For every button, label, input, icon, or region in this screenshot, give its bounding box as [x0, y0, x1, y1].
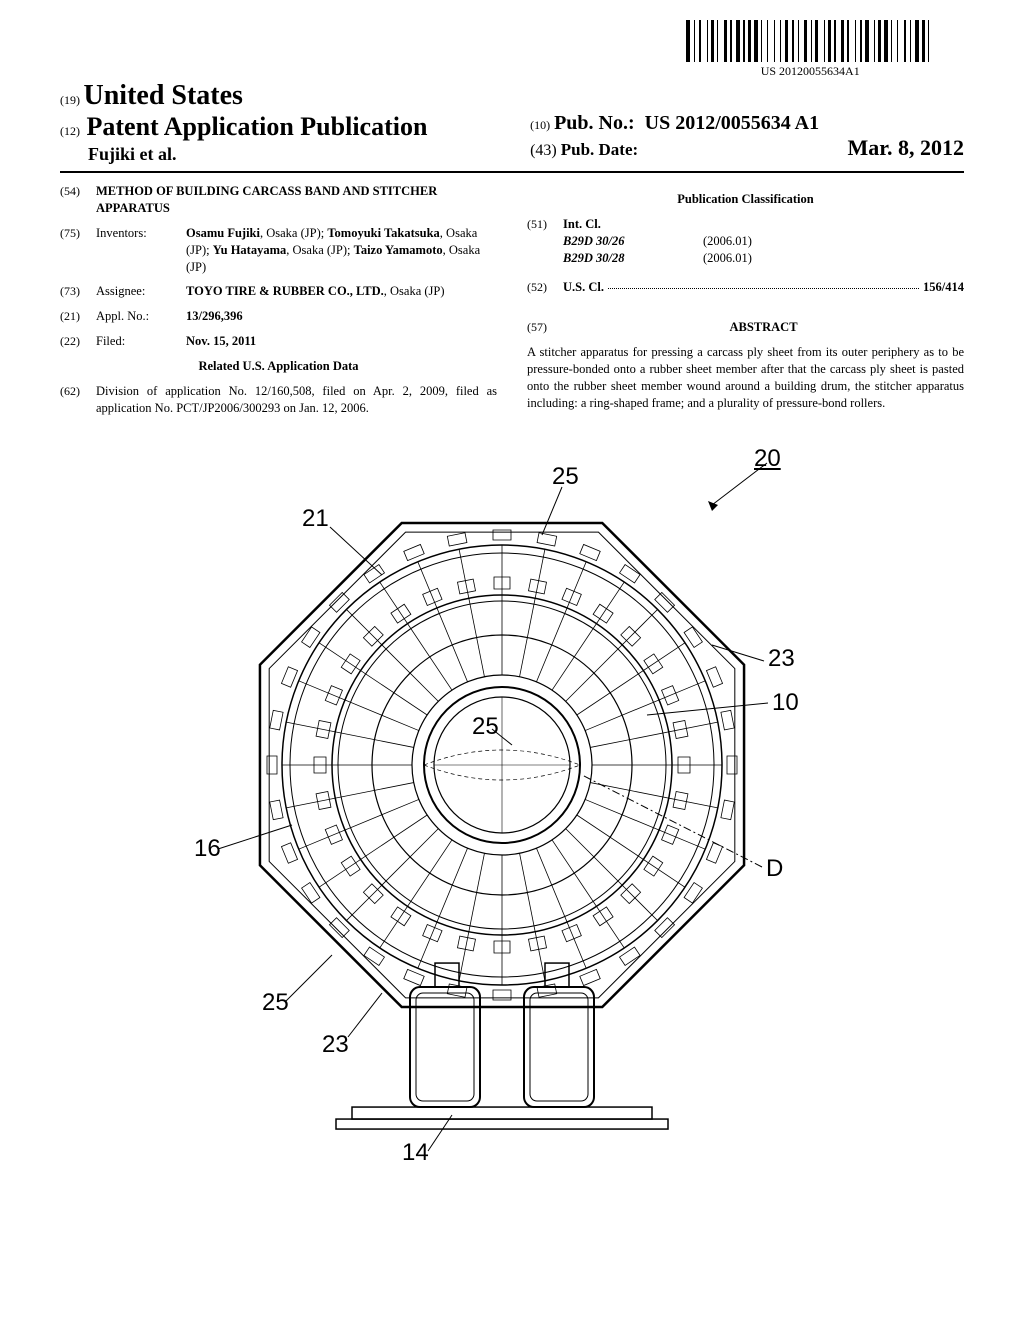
pubno-label: Pub. No.:	[554, 112, 635, 134]
f22-val: Nov. 15, 2011	[186, 333, 497, 350]
pubdate-label: Pub. Date:	[561, 140, 638, 159]
abstract-text: A stitcher apparatus for pressing a carc…	[527, 344, 964, 412]
field-52: (52) U.S. Cl. 156/414	[527, 279, 964, 296]
f62-val: Division of application No. 12/160,508, …	[96, 383, 497, 417]
country: United States	[84, 80, 243, 111]
figure-label: 25	[262, 989, 289, 1017]
field-51: (51) Int. Cl. B29D 30/26(2006.01)B29D 30…	[527, 216, 964, 267]
field-21: (21) Appl. No.: 13/296,396	[60, 308, 497, 325]
pub-title: Patent Application Publication	[87, 112, 428, 141]
f51-label: Int. Cl.	[563, 216, 964, 233]
f54-val: METHOD OF BUILDING CARCASS BAND AND STIT…	[96, 183, 497, 217]
pub-num: (12)	[60, 124, 80, 138]
field-22: (22) Filed: Nov. 15, 2011	[60, 333, 497, 350]
uscl-dots	[608, 279, 919, 289]
intcl-code: B29D 30/26	[563, 233, 703, 250]
figure-label: 14	[402, 1139, 429, 1167]
intcl-code: B29D 30/28	[563, 250, 703, 267]
f21-num: (21)	[60, 308, 96, 325]
barcode	[686, 20, 934, 62]
f73-num: (73)	[60, 283, 96, 300]
authors: Fujiki et al.	[60, 144, 530, 165]
f54-num: (54)	[60, 183, 96, 217]
barcode-region: US 20120055634A1	[686, 20, 934, 79]
f57-num: (57)	[527, 319, 563, 336]
f75-num: (75)	[60, 225, 96, 276]
f73-label: Assignee:	[96, 283, 186, 300]
f21-val: 13/296,396	[186, 308, 497, 325]
figure-svg	[152, 445, 872, 1205]
figure-label: 23	[768, 645, 795, 673]
pubdate-row: (43) Pub. Date: Mar. 8, 2012	[530, 135, 964, 161]
left-column: (54) METHOD OF BUILDING CARCASS BAND AND…	[60, 183, 497, 425]
figure-label: 25	[552, 463, 579, 491]
related-head: Related U.S. Application Data	[60, 358, 497, 375]
country-num: (19)	[60, 93, 80, 107]
intcl-version: (2006.01)	[703, 250, 752, 267]
figure-label: D	[766, 855, 783, 883]
f73-val: TOYO TIRE & RUBBER CO., LTD., Osaka (JP)	[186, 283, 497, 300]
figure-label: 21	[302, 505, 329, 533]
f52-label: U.S. Cl.	[563, 279, 604, 296]
field-54: (54) METHOD OF BUILDING CARCASS BAND AND…	[60, 183, 497, 217]
pub-title-row: (12) Patent Application Publication	[60, 112, 530, 142]
pubdate-num: (43)	[530, 142, 557, 159]
pubdate-val: Mar. 8, 2012	[847, 135, 964, 161]
field-75: (75) Inventors: Osamu Fujiki, Osaka (JP)…	[60, 225, 497, 276]
barcode-text: US 20120055634A1	[686, 64, 934, 79]
pubno-row: (10) Pub. No.: US 2012/0055634 A1	[530, 112, 964, 135]
figure-label: 23	[322, 1031, 349, 1059]
f52-val: 156/414	[923, 279, 964, 296]
pubno-val: US 2012/0055634 A1	[645, 112, 819, 134]
f62-num: (62)	[60, 383, 96, 417]
field-57-head: (57) ABSTRACT	[527, 319, 964, 336]
f51-num: (51)	[527, 216, 563, 267]
figure-label: 25	[472, 713, 499, 741]
figure-label: 16	[194, 835, 221, 863]
field-62: (62) Division of application No. 12/160,…	[60, 383, 497, 417]
pubno-num: (10)	[530, 118, 550, 132]
f22-label: Filed:	[96, 333, 186, 350]
figure: 20 25 21 23 10 25 16 D 25 23 14	[152, 445, 872, 1205]
f22-num: (22)	[60, 333, 96, 350]
f75-val: Osamu Fujiki, Osaka (JP); Tomoyuki Takat…	[186, 225, 497, 276]
f21-label: Appl. No.:	[96, 308, 186, 325]
f52-num: (52)	[527, 279, 563, 296]
field-73: (73) Assignee: TOYO TIRE & RUBBER CO., L…	[60, 283, 497, 300]
header-rule	[60, 171, 964, 173]
class-head: Publication Classification	[527, 191, 964, 208]
country-line: (19) United States	[60, 80, 964, 112]
publication-line: (12) Patent Application Publication Fuji…	[60, 112, 964, 165]
f75-label: Inventors:	[96, 225, 186, 276]
f57-label: ABSTRACT	[563, 319, 964, 336]
uscl-row: U.S. Cl. 156/414	[563, 279, 964, 296]
intcl-version: (2006.01)	[703, 233, 752, 250]
intcl-list: B29D 30/26(2006.01)B29D 30/28(2006.01)	[563, 233, 964, 267]
figure-label: 20	[754, 445, 781, 473]
header: (19) United States (12) Patent Applicati…	[60, 80, 964, 165]
right-column: Publication Classification (51) Int. Cl.…	[527, 183, 964, 425]
biblio-columns: (54) METHOD OF BUILDING CARCASS BAND AND…	[60, 183, 964, 425]
figure-label: 10	[772, 689, 799, 717]
